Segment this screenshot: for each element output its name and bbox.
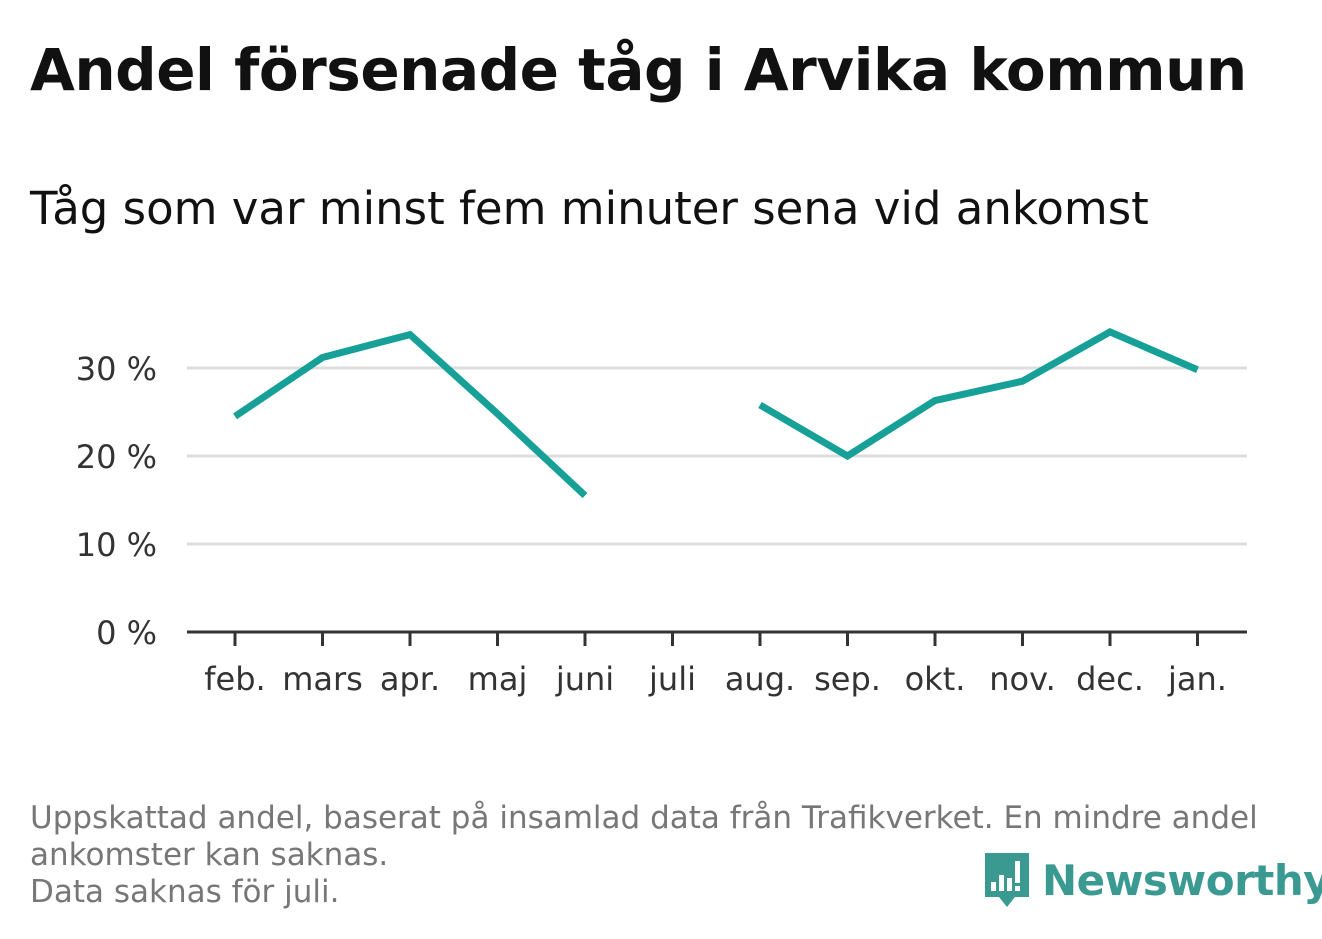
y-tick-label: 0 % [96,614,157,652]
footer-line-3: Data saknas för juli. [30,874,340,910]
grid-lines [187,366,1247,546]
x-axis [187,630,1247,646]
x-tick-label: okt. [905,660,966,698]
x-axis-labels: feb. mars apr. maj juni juli aug. sep. okt. nov. d… [204,660,1227,698]
footer-note: Uppskattad andel, baserat på insamlad da… [30,800,1280,911]
x-tick-label: mars [282,660,363,698]
x-tick-label: jan. [1167,660,1227,698]
series-line-segment [233,330,588,499]
newsworthy-logo-icon [985,853,1029,907]
series-layer [233,328,1199,499]
x-tick-label: juli [648,660,696,698]
y-tick-label: 20 % [76,438,157,476]
line-chart: 0 % 10 % 20 % 30 % feb. mars apr. maj juni juli a… [76,328,1247,698]
chart-title: Andel försenade tåg i Arvika kommun [30,36,1247,104]
x-tick-label: nov. [989,660,1055,698]
x-tick-label: feb. [204,660,265,698]
x-tick-label: juni [555,660,614,698]
chart-subtitle: Tåg som var minst fem minuter sena vid a… [30,182,1149,235]
y-axis-labels: 0 % 10 % 20 % 30 % [76,350,157,652]
y-tick-label: 10 % [76,526,157,564]
x-tick-label: maj [468,660,528,698]
x-tick-label: apr. [380,660,440,698]
x-tick-label: aug. [725,660,795,698]
x-tick-label: dec. [1076,660,1144,698]
logo-text: Newsworthy [1042,855,1322,905]
x-tick-label: sep. [814,660,881,698]
series-line-segment [758,328,1199,461]
newsworthy-logo: Newsworthy [982,850,1322,910]
footer-line-2: ankomster kan saknas. [30,837,389,873]
footer-line-1: Uppskattad andel, baserat på insamlad da… [30,800,1258,836]
y-tick-label: 30 % [76,350,157,388]
